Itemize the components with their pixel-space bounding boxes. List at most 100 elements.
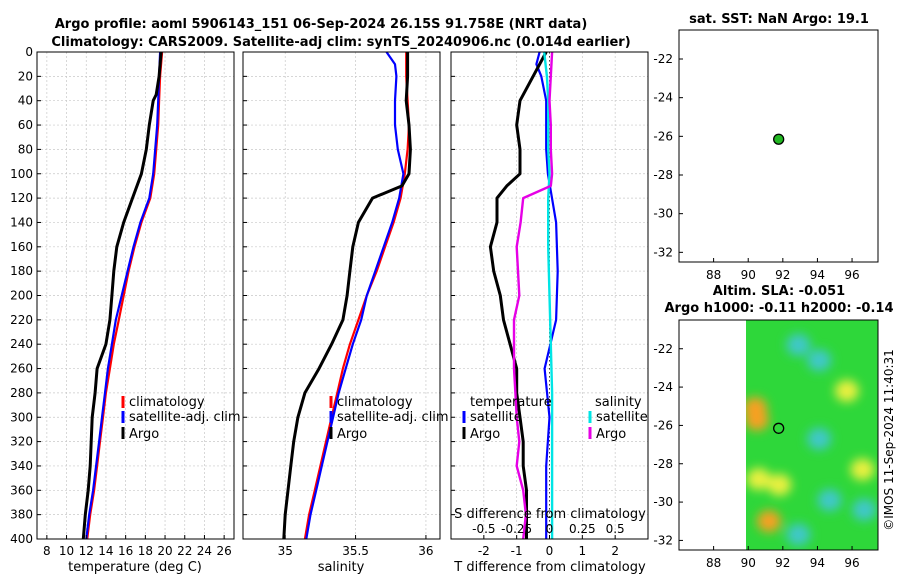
- s-difference-xlabel: S difference from climatology: [454, 507, 646, 522]
- map-ytick-label: -22: [653, 342, 673, 356]
- legend-label-satellite: satellite-adj. clim: [337, 410, 449, 425]
- series-line-argo: [282, 52, 412, 540]
- sla-anomaly-patch: [746, 408, 769, 431]
- salinity-legend: climatology satellite-adj. clim Argo: [329, 395, 449, 442]
- xtick-label-salinity: -0.5: [472, 522, 495, 536]
- map-xtick-label: 96: [844, 556, 859, 570]
- map-ytick-label: -24: [653, 380, 673, 394]
- sla-map: Altim. SLA: -0.051 Argo h1000: -0.11 h20…: [653, 284, 893, 570]
- legend-heading-salinity: salinity: [595, 395, 642, 410]
- legend-label-argo: Argo: [337, 427, 367, 442]
- series-line-temperature-satellite: [535, 51, 559, 539]
- sla-anomaly-patch: [807, 427, 832, 450]
- xtick-label: -2: [478, 544, 490, 558]
- t-difference-xlabel: T difference from climatology: [453, 560, 646, 575]
- salinity-xlabel: salinity: [318, 560, 365, 575]
- xtick-label-salinity: 0: [546, 522, 554, 536]
- sla-anomaly-patch: [817, 489, 842, 512]
- xtick-label: 35.5: [342, 544, 369, 558]
- sla-subtitle: Argo h1000: -0.11 h2000: -0.14: [664, 301, 893, 316]
- map-ytick-label: -24: [653, 91, 673, 105]
- ytick-label: 280: [10, 386, 33, 400]
- series-line-argo: [81, 51, 163, 540]
- xtick-label: 26: [217, 544, 232, 558]
- salinity-panel: 35 35.5 36 salinity climatology satellite-…: [242, 51, 449, 575]
- ytick-label: 320: [10, 435, 33, 449]
- xtick-label: 14: [98, 544, 113, 558]
- map-ytick-label: -26: [653, 129, 673, 143]
- map-xtick-label: 94: [810, 556, 825, 570]
- xtick-label: 10: [59, 544, 74, 558]
- map-xtick-label: 92: [775, 556, 790, 570]
- map-ytick-label: -28: [653, 168, 673, 182]
- xtick-label-salinity: 0.25: [569, 522, 596, 536]
- ytick-label: 360: [10, 483, 33, 497]
- xtick-label: 24: [197, 544, 212, 558]
- map-xtick-label: 90: [741, 268, 756, 282]
- sla-axes-frame: [678, 319, 879, 551]
- map-xtick-label: 88: [706, 556, 721, 570]
- legend-label-sal-argo: Argo: [596, 427, 626, 442]
- legend-label-temp-satellite: satellite: [470, 410, 522, 425]
- xtick-label: 16: [118, 544, 133, 558]
- difference-panel: -2 -1 0 1 2 -0.5 -0.25 0 0.25 0.5 S difference fr…: [450, 51, 649, 575]
- ytick-label: 400: [10, 532, 33, 546]
- map-ytick-label: -26: [653, 418, 673, 432]
- map-ytick-label: -32: [653, 245, 673, 259]
- ytick-label: 260: [10, 362, 33, 376]
- map-ytick-label: -32: [653, 533, 673, 547]
- temperature-legend: climatology satellite-adj. clim Argo: [121, 395, 241, 442]
- xtick-label-salinity: -0.25: [501, 522, 532, 536]
- sst-title: sat. SST: NaN Argo: 19.1: [689, 12, 869, 27]
- ytick-label: 300: [10, 410, 33, 424]
- xtick-label: 18: [138, 544, 153, 558]
- ytick-label: 80: [18, 142, 33, 156]
- xtick-label-salinity: 0.5: [606, 522, 625, 536]
- legend-label-climatology: climatology: [337, 395, 413, 410]
- difference-legend: temperature salinity satellite Argo sate…: [462, 395, 648, 442]
- legend-label-satellite: satellite-adj. clim: [129, 410, 241, 425]
- map-ytick-label: -30: [653, 207, 673, 221]
- xtick-label: 12: [79, 544, 94, 558]
- map-xtick-label: 92: [775, 268, 790, 282]
- sla-anomaly-patch: [850, 458, 875, 481]
- sla-anomaly-patch: [852, 498, 877, 521]
- xtick-label: 36: [418, 544, 433, 558]
- ytick-label: 380: [10, 508, 33, 522]
- ytick-label: 140: [10, 215, 33, 229]
- legend-heading-temperature: temperature: [470, 395, 552, 410]
- ytick-label: 160: [10, 240, 33, 254]
- ytick-label: 0: [25, 45, 33, 59]
- map-ytick-label: -28: [653, 457, 673, 471]
- sla-anomaly-patch: [807, 349, 832, 372]
- legend-label-temp-argo: Argo: [470, 427, 500, 442]
- xtick-label: 35: [278, 544, 293, 558]
- xtick-label: 8: [43, 544, 51, 558]
- series-line-salinity-satellite: [543, 51, 554, 539]
- title-line2: Climatology: CARS2009. Satellite-adj cli…: [51, 35, 630, 50]
- ytick-label: 40: [18, 94, 33, 108]
- sla-anomaly-patch: [786, 333, 811, 356]
- temperature-panel: 0 20 40 60 80 100 120 140 160 180 200 220 240 260 280 3…: [10, 45, 241, 575]
- map-ytick-label: -22: [653, 52, 673, 66]
- argo-position-marker: [773, 133, 785, 145]
- series-line-satellite-adj-clim: [85, 51, 162, 540]
- sla-anomaly-patch: [746, 468, 771, 491]
- series-line-satellite-adj-clim: [305, 51, 405, 540]
- xtick-label: 22: [177, 544, 192, 558]
- series-line-salinity-argo: [512, 51, 554, 540]
- ytick-label: 60: [18, 118, 33, 132]
- ytick-label: 220: [10, 313, 33, 327]
- ytick-label: 100: [10, 167, 33, 181]
- ytick-label: 340: [10, 459, 33, 473]
- sla-anomaly-patch: [786, 523, 811, 546]
- title-line1: Argo profile: aoml 5906143_151 06-Sep-20…: [55, 17, 588, 32]
- sla-title: Altim. SLA: -0.051: [713, 284, 845, 299]
- copyright-text: ©IMOS 11-Sep-2024 11:40:31: [882, 349, 896, 531]
- map-xtick-label: 88: [706, 268, 721, 282]
- xtick-label: 0: [546, 544, 554, 558]
- xtick-label: -1: [511, 544, 523, 558]
- legend-label-argo: Argo: [129, 427, 159, 442]
- map-xtick-label: 96: [844, 268, 859, 282]
